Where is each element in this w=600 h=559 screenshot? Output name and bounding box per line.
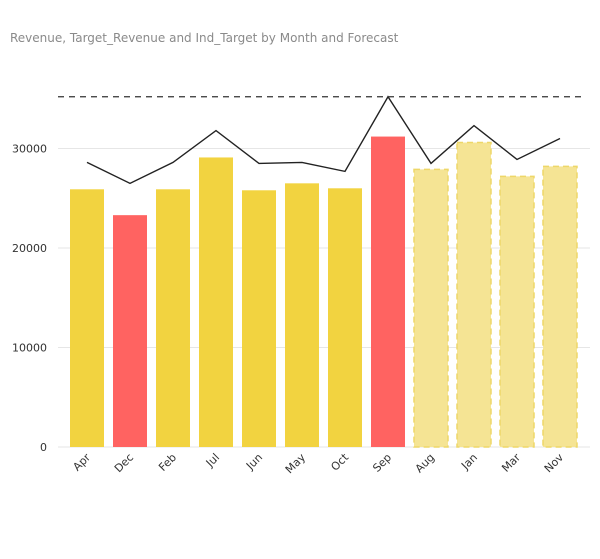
x-tick-label: Jan: [458, 451, 480, 473]
x-tick-label: Jun: [243, 451, 265, 473]
bar-oct: [328, 188, 362, 448]
y-tick-label: 30000: [12, 143, 47, 156]
x-tick-label: Jul: [203, 451, 222, 470]
x-tick-label: Dec: [112, 451, 136, 475]
bar-jul: [199, 157, 233, 447]
bar-nov: [542, 165, 578, 448]
bar-aug: [413, 168, 449, 448]
bar-dec: [113, 215, 147, 447]
target-line-series: [86, 95, 561, 185]
target-line: [86, 95, 561, 185]
bar-mar: [499, 175, 535, 448]
x-axis-tick-labels: Apr Dec Feb Jul Jun May Oct Sep Aug Jan Mar Nov: [70, 450, 566, 476]
x-tick-label: Nov: [542, 451, 567, 476]
x-tick-label: Apr: [70, 451, 93, 474]
bar-apr: [70, 189, 104, 448]
bars: [70, 136, 578, 448]
y-tick-label: 0: [40, 441, 47, 454]
x-tick-label: Oct: [328, 450, 351, 473]
bar-sep: [371, 136, 405, 447]
y-axis-tick-labels: 0 10000 20000 30000: [12, 143, 47, 455]
x-tick-label: Sep: [370, 451, 394, 475]
x-tick-label: Mar: [499, 451, 523, 475]
bar-jun: [242, 190, 276, 448]
bar-may: [285, 183, 319, 447]
bar-jan: [456, 141, 492, 448]
x-tick-label: Aug: [413, 451, 437, 475]
x-tick-label: Feb: [156, 451, 179, 474]
y-tick-label: 20000: [12, 242, 47, 255]
bar-feb: [156, 189, 190, 448]
chart-title: Revenue, Target_Revenue and Ind_Target b…: [10, 31, 399, 45]
y-tick-label: 10000: [12, 342, 47, 355]
x-tick-label: May: [283, 451, 309, 477]
